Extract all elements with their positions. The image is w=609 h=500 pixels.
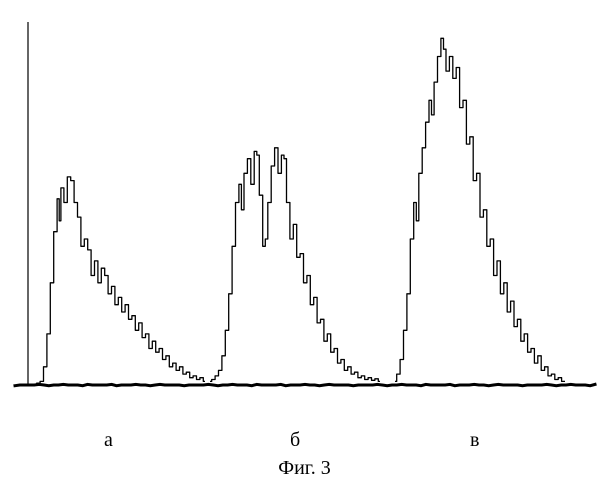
- figure-caption: Фиг. 3: [0, 458, 609, 478]
- baseline-axis: [15, 384, 595, 385]
- panel-label-v: в: [470, 430, 479, 450]
- trace-a: [35, 177, 205, 385]
- panel-label-a: а: [104, 430, 113, 450]
- signal-plot: [0, 0, 609, 500]
- trace-v: [395, 38, 565, 381]
- panel-label-b: б: [290, 430, 300, 450]
- figure-wrap: а б в Фиг. 3: [0, 0, 609, 500]
- trace-b: [210, 148, 380, 382]
